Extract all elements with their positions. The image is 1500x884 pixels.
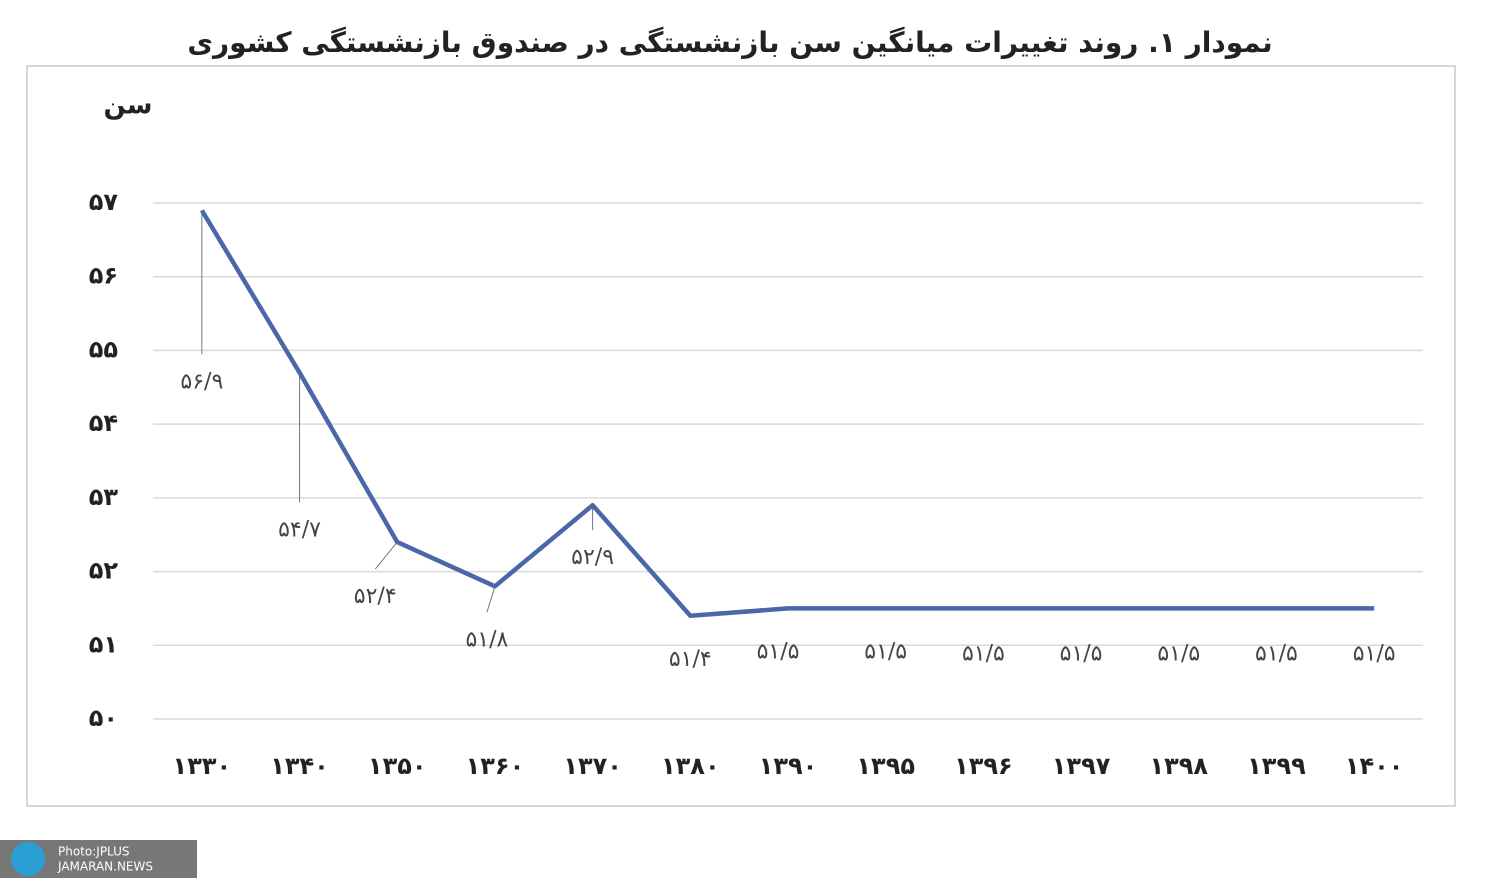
y-tick-label: ۵۷: [89, 188, 119, 216]
y-tick-label: ۵۳: [89, 483, 119, 511]
data-label: ۵۴/۷: [278, 518, 321, 543]
x-tick-label: ۱۳۹۷: [1052, 752, 1111, 780]
y-tick-label: ۵۵: [89, 335, 118, 363]
y-tick-label: ۵۰: [89, 704, 118, 732]
watermark-text: Photo:JPLUS: [58, 845, 130, 859]
data-label: ۵۲/۴: [354, 584, 397, 609]
data-label: ۵۱/۴: [669, 647, 712, 672]
x-tick-label: ۱۳۴۰: [270, 752, 329, 780]
x-tick-label: ۱۴۰۰: [1345, 752, 1404, 780]
data-label: ۵۱/۵: [1157, 641, 1200, 666]
chart-frame: [26, 65, 1456, 807]
data-label: ۵۱/۵: [757, 639, 800, 664]
watermark-text: JAMARAN.NEWS: [57, 860, 153, 874]
y-tick-label: ۵۶: [89, 262, 118, 290]
x-tick-label: ۱۳۳۰: [173, 752, 232, 780]
y-tick-label: ۵۲: [89, 557, 119, 585]
leader-line: [486, 586, 496, 613]
x-tick-label: ۱۳۸۰: [661, 752, 720, 780]
watermark-logo: [11, 842, 45, 876]
x-tick-label: ۱۳۹۹: [1247, 752, 1306, 780]
data-label: ۵۶/۹: [180, 369, 223, 394]
x-tick-label: ۱۳۵۰: [368, 752, 427, 780]
data-label: ۵۱/۵: [864, 639, 907, 664]
chart-title: نمودار ۱. روند تغییرات میانگین سن بازنشس…: [187, 26, 1272, 59]
line: [199, 209, 1375, 619]
data-label: ۵۱/۵: [1060, 641, 1103, 666]
x-tick-label: ۱۳۹۸: [1149, 752, 1208, 780]
y-axis-label: سن: [104, 91, 153, 121]
y-tick-label: ۵۴: [89, 409, 118, 437]
y-tick-label: ۵۱: [89, 630, 118, 658]
x-tick-label: ۱۳۹۵: [856, 752, 915, 780]
data-label: ۵۱/۸: [465, 627, 508, 652]
data-label: ۵۱/۵: [962, 641, 1005, 666]
x-tick-label: ۱۳۶۰: [466, 752, 525, 780]
leader-line: [374, 541, 398, 570]
data-label: ۵۱/۵: [1255, 641, 1298, 666]
x-tick-label: ۱۳۹۶: [954, 752, 1013, 780]
data-label: ۵۲/۹: [571, 545, 614, 570]
x-tick-label: ۱۳۹۰: [759, 752, 818, 780]
x-tick-label: ۱۳۷۰: [563, 752, 622, 780]
data-label: ۵۱/۵: [1353, 641, 1396, 666]
